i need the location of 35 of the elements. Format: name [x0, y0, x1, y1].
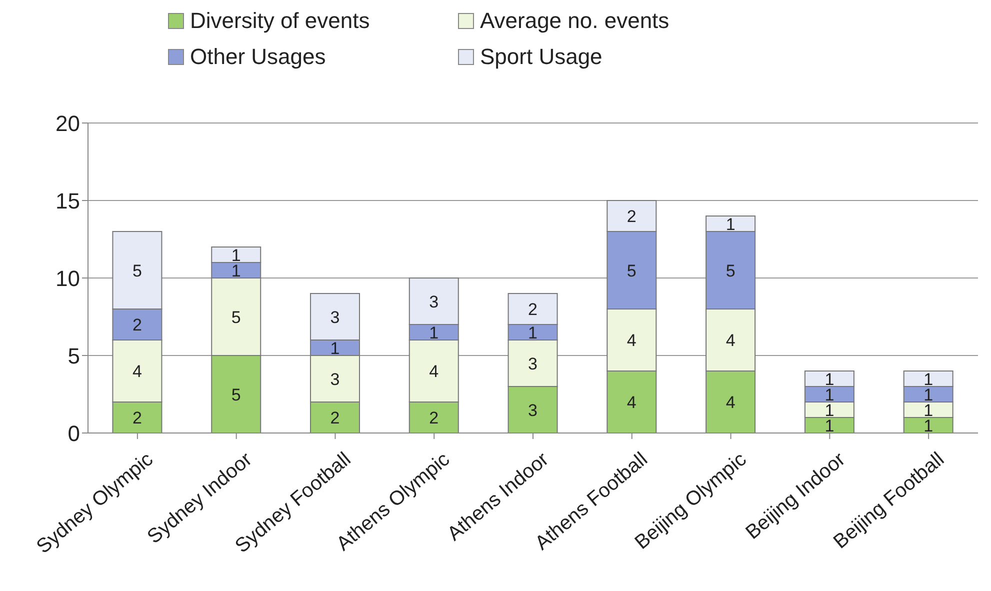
data-label: 1 [429, 323, 439, 342]
data-label: 2 [626, 207, 636, 226]
legend-label: Other Usages [190, 44, 326, 70]
y-tick-label: 0 [68, 420, 80, 446]
data-label: 2 [528, 300, 538, 320]
data-label: 3 [429, 292, 439, 312]
data-label: 2 [429, 408, 439, 428]
data-label: 2 [330, 408, 340, 428]
data-label: 4 [726, 393, 736, 412]
data-label: 3 [330, 308, 340, 327]
data-label: 2 [132, 408, 142, 428]
data-label: 5 [231, 385, 241, 404]
data-label: 1 [726, 214, 736, 234]
data-label: 5 [132, 261, 142, 280]
legend-label: Average no. events [480, 8, 670, 34]
y-tick-label: 10 [56, 266, 80, 291]
data-label: 5 [726, 261, 736, 280]
data-label: 4 [626, 331, 636, 350]
y-tick-label: 20 [56, 110, 80, 136]
data-label: 4 [429, 362, 439, 382]
data-label: 2 [132, 316, 142, 335]
legend-label: Sport Usage [480, 44, 602, 70]
data-label: 4 [132, 362, 142, 382]
data-label: 4 [726, 331, 736, 350]
y-tick-label: 5 [68, 343, 80, 368]
legend-label: Diversity of events [190, 8, 370, 34]
data-label: 1 [330, 338, 340, 358]
data-label: 3 [528, 354, 538, 374]
data-label: 5 [626, 261, 636, 280]
data-label: 3 [330, 370, 340, 389]
data-label: 1 [528, 323, 538, 342]
y-tick-label: 15 [56, 188, 80, 214]
data-label: 3 [528, 400, 538, 420]
data-label: 5 [231, 308, 241, 327]
data-label: 4 [626, 393, 636, 412]
